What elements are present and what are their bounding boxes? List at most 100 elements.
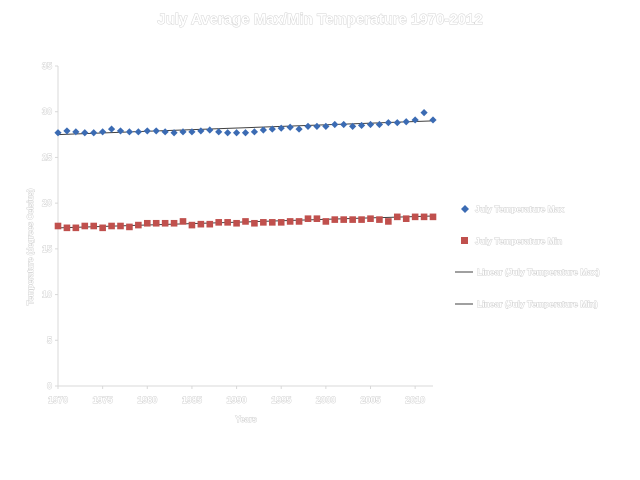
point-max-1973	[81, 129, 89, 137]
legend-marker-max	[461, 205, 469, 213]
point-max-2010	[411, 116, 419, 124]
point-min-2005	[367, 215, 374, 222]
point-max-2005	[366, 120, 375, 129]
x-tick-label: 1980	[137, 395, 157, 405]
legend-label-max: July Temperature Max	[475, 204, 564, 214]
point-max-2002	[340, 120, 348, 129]
x-tick-label: 1975	[93, 395, 113, 405]
legend-item-trend-max: Linear (July Temperature Max)	[455, 267, 600, 277]
y-tick-label: 20	[42, 198, 52, 208]
x-axis-ticks: 1970 1975 1980 1985 1990 1995 2000 2005 2010	[48, 386, 426, 405]
point-max-2007	[384, 119, 392, 127]
point-max-2001	[331, 120, 339, 129]
point-min-1984	[179, 218, 187, 225]
point-min-2008	[393, 213, 401, 221]
point-min-2007	[385, 218, 392, 225]
trendlines	[57, 120, 434, 229]
point-max-1991	[241, 129, 250, 137]
point-max-1993	[259, 126, 267, 134]
point-min-1971	[63, 224, 71, 232]
point-max-2000	[322, 122, 330, 130]
point-min-2011	[420, 213, 428, 221]
point-min-1991	[242, 218, 249, 225]
point-min-2006	[376, 216, 383, 223]
point-min-1980	[143, 219, 151, 227]
legend: July Temperature Max July Temperature Mi…	[455, 204, 600, 309]
point-min-1988	[215, 219, 223, 226]
point-min-2004	[358, 216, 365, 223]
point-max-2008	[393, 119, 401, 127]
point-min-1994	[268, 219, 276, 226]
point-max-1997	[295, 125, 303, 133]
point-min-2010	[411, 213, 419, 221]
point-max-1980	[143, 127, 151, 135]
point-min-1985	[188, 221, 196, 229]
y-tick-label: 30	[42, 107, 52, 117]
y-tick-label: 25	[42, 152, 52, 162]
point-max-1994	[268, 125, 276, 133]
point-max-1986	[197, 127, 205, 135]
point-min-1992	[251, 219, 258, 227]
point-min-1999	[313, 215, 321, 222]
point-max-1974	[90, 129, 98, 137]
point-min-1976	[108, 222, 115, 230]
point-max-2004	[357, 121, 366, 130]
point-max-1998	[304, 122, 312, 130]
point-max-1976	[107, 125, 116, 133]
point-max-1995	[277, 124, 285, 132]
point-max-1978	[125, 128, 134, 136]
point-min-1978	[126, 223, 133, 231]
point-max-2003	[349, 122, 357, 130]
point-max-1982	[161, 128, 169, 136]
point-min-2012	[429, 213, 437, 221]
point-min-1989	[224, 219, 231, 226]
point-min-1983	[170, 219, 178, 227]
point-min-2003	[349, 216, 356, 223]
point-min-1970	[54, 222, 62, 230]
point-max-2009	[402, 118, 410, 126]
y-axis-ticks: 0 5 10 15 20 25 30 35	[42, 61, 58, 391]
point-min-1974	[90, 222, 98, 230]
point-max-1985	[188, 128, 196, 136]
x-tick-label: 1990	[227, 395, 247, 405]
y-tick-label: 5	[47, 335, 52, 345]
point-max-1989	[224, 129, 232, 137]
legend-label-trend-max: Linear (July Temperature Max)	[477, 267, 600, 277]
point-min-1982	[161, 219, 169, 227]
point-max-1975	[99, 128, 107, 136]
point-max-1992	[250, 128, 259, 136]
point-min-2001	[331, 216, 339, 223]
x-axis-label: Years	[235, 415, 257, 424]
y-axis-label: Temperature (degrees Celsius)	[26, 188, 35, 305]
point-max-1983	[170, 129, 178, 137]
point-min-1972	[72, 224, 80, 232]
x-tick-label: 1970	[48, 395, 68, 405]
point-max-2011	[420, 109, 428, 117]
point-max-1996	[286, 123, 294, 131]
legend-marker-min	[461, 237, 468, 244]
data-points	[54, 109, 437, 232]
point-min-1997	[295, 218, 303, 225]
point-min-1979	[135, 221, 142, 229]
point-min-1977	[117, 222, 124, 230]
point-min-2000	[322, 218, 330, 225]
point-max-1999	[313, 122, 321, 130]
point-min-1973	[81, 222, 89, 230]
point-min-1995	[277, 219, 285, 226]
point-max-1972	[72, 128, 80, 136]
legend-item-trend-min: Linear (July Temperature Min)	[455, 299, 598, 309]
y-tick-label: 0	[47, 381, 52, 391]
point-max-1988	[215, 128, 223, 136]
point-max-1984	[179, 128, 187, 136]
point-min-1981	[152, 219, 160, 227]
y-tick-label: 35	[42, 61, 52, 71]
point-max-1979	[134, 128, 142, 136]
x-tick-label: 2010	[405, 395, 425, 405]
x-tick-label: 2000	[316, 395, 336, 405]
x-tick-label: 1995	[271, 395, 291, 405]
point-min-1975	[99, 224, 106, 232]
point-min-1998	[304, 215, 312, 222]
legend-item-min: July Temperature Min	[461, 236, 563, 246]
legend-label-trend-min: Linear (July Temperature Min)	[477, 299, 598, 309]
